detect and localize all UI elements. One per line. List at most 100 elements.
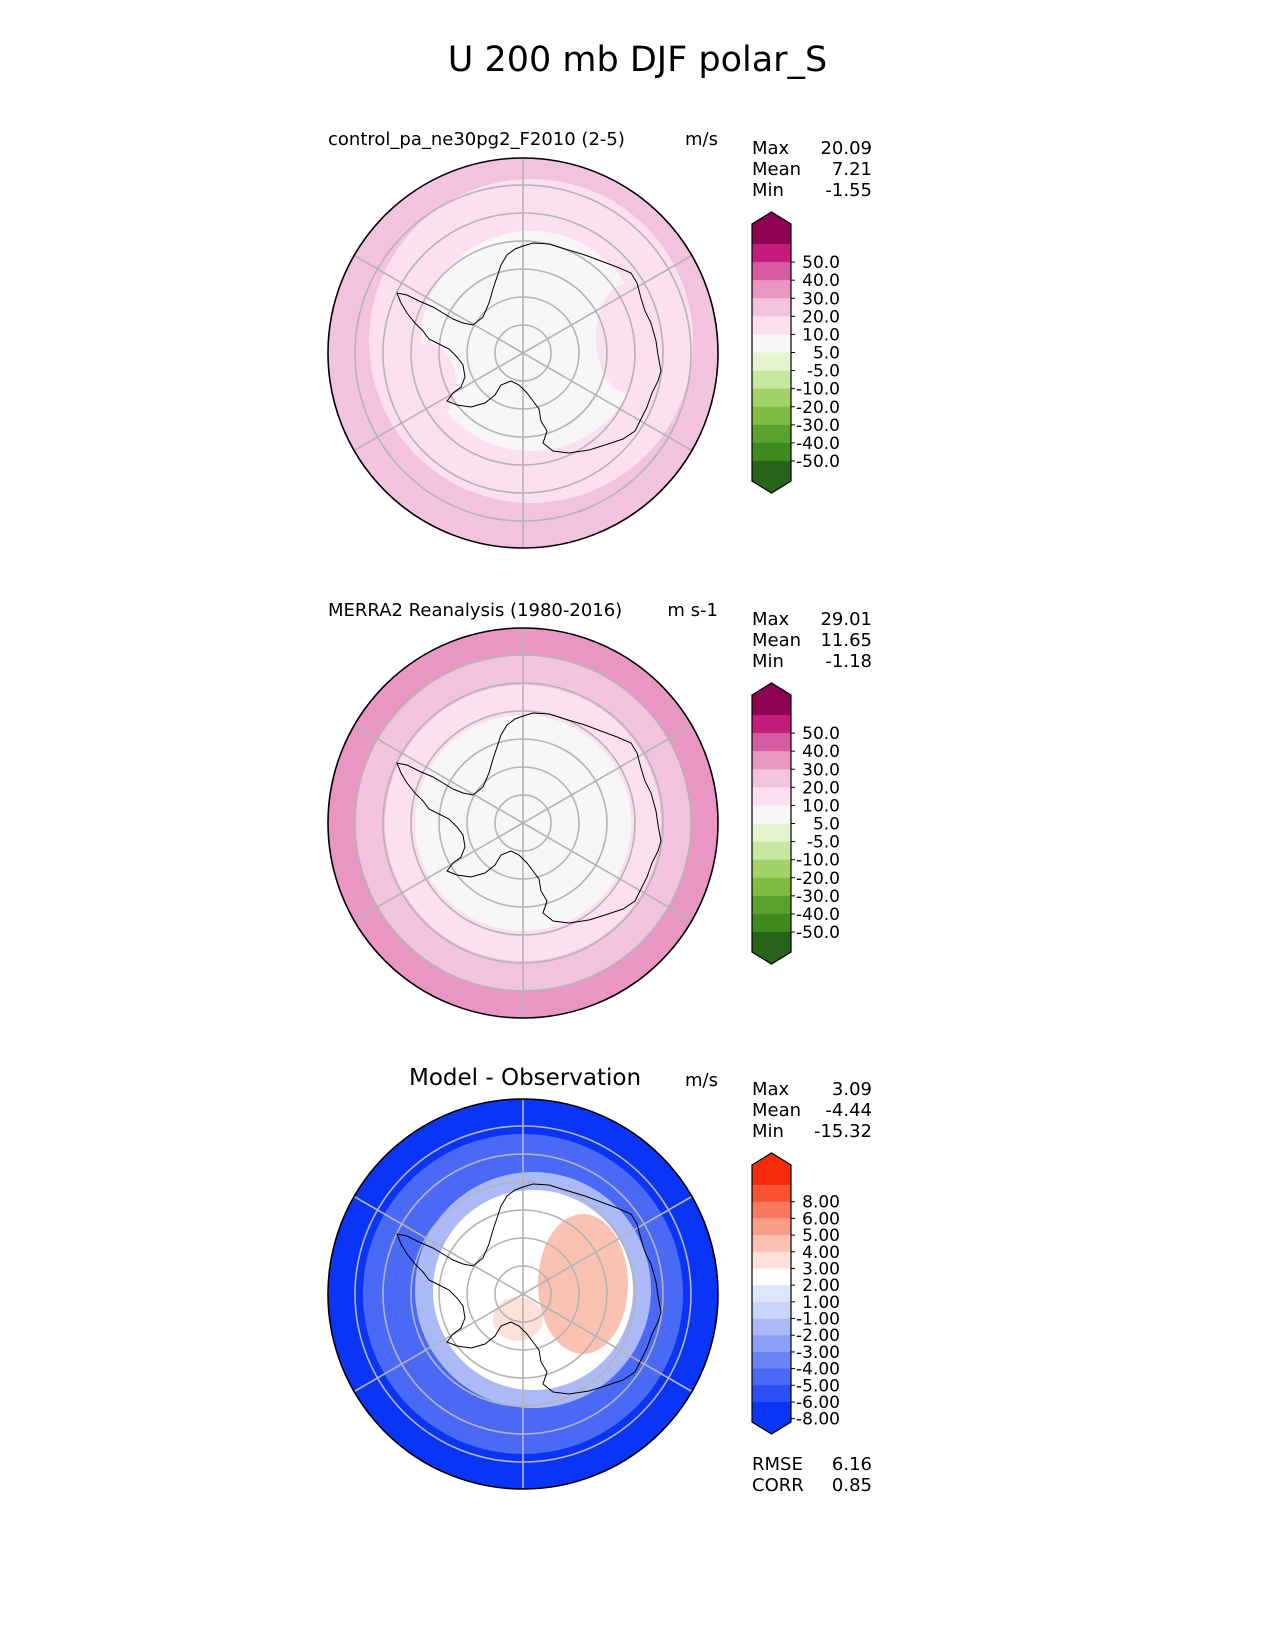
panel-2-colorbar-segment [752, 733, 791, 752]
panel-1-colorbar-tick-label: -50.0 [796, 452, 840, 472]
page-title: U 200 mb DJF polar_S [447, 40, 828, 80]
panel-1-colorbar-extend-min [752, 461, 791, 493]
panel-1-colorbar-tick-label: 20.0 [802, 307, 840, 327]
panel-1-units: m/s [685, 129, 718, 150]
panel-2-colorbar-tick-label: 30.0 [802, 760, 840, 780]
panel-3-corr-label: CORR [752, 1475, 804, 1496]
panel-3-colorbar-tick-label: -5.00 [796, 1376, 840, 1396]
panel-2-colorbar-segment [752, 895, 791, 915]
panel-2-stat-value-mean: 11.65 [820, 630, 872, 651]
panel-2-colorbar-segment [752, 715, 791, 734]
panel-2-units: m s-1 [667, 600, 718, 621]
panel-2-colorbar-segment [752, 913, 791, 933]
panel-2-colorbar-tick-label: -30.0 [796, 887, 840, 907]
panel-3-colorbar-segment [752, 1301, 791, 1320]
panel-3-colorbar-tick-label: 5.00 [802, 1226, 840, 1246]
panel-1-colorbar-tick-label: 50.0 [802, 253, 840, 273]
panel-3-colorbar-segment [752, 1201, 791, 1219]
panel-1-colorbar-segment [752, 388, 791, 408]
panel-2-meridian-5 [522, 822, 693, 922]
panel-3-colorbar-segment [752, 1285, 791, 1303]
panel-1-colorbar-segment [752, 244, 791, 263]
panel-2-colorbar-tick-label: 10.0 [802, 796, 840, 816]
panel-1-colorbar: 50.040.030.020.010.05.0-5.0-10.0-20.0-30… [751, 211, 840, 494]
panel-3-rmse-label: RMSE [752, 1454, 803, 1475]
panel-1-colorbar-tick-label: 10.0 [802, 325, 840, 345]
panel-3-colorbar-tick-label: -6.00 [796, 1393, 840, 1413]
panel-3-positive-patch [538, 1214, 628, 1354]
panel-1-colorbar-tick-label: -5.0 [807, 362, 840, 382]
panel-3-colorbar-extend-min [752, 1402, 791, 1434]
panel-3-colorbar-tick-label: 6.00 [802, 1209, 840, 1229]
panel-3-colorbar: 8.006.005.004.003.002.001.00-1.00-2.00-3… [751, 1152, 840, 1435]
panel-1-colorbar-segment [752, 316, 791, 336]
panel-3-colorbar-tick-label: -2.00 [796, 1326, 840, 1346]
panel-3-meridian-2 [353, 1195, 524, 1295]
panel-3-map-border [327, 1098, 719, 1490]
panel-3-rmse-value: 6.16 [831, 1454, 872, 1475]
panel-3-field [328, 1099, 718, 1489]
panel-3-colorbar-tick-label: -3.00 [796, 1343, 840, 1363]
panel-2-title: MERRA2 Reanalysis (1980-2016) [328, 600, 623, 621]
panel-2-meridian-2 [353, 724, 524, 824]
panel-3-colorbar-extend-max [752, 1153, 791, 1185]
panel-2-colorbar-extend-min [752, 932, 791, 964]
panel-3-colorbar-tick-label: 8.00 [802, 1193, 840, 1213]
panel-1-meridian-6 [522, 254, 693, 354]
panel-1-fill-3 [421, 231, 641, 451]
panel-3-colorbar-segment [752, 1218, 791, 1236]
panel-1-lobe-east [596, 283, 660, 393]
panel-1-colorbar-tick-label: -30.0 [796, 416, 840, 436]
panel-1-colorbar-segment [752, 262, 791, 281]
panel-2-colorbar-segment [752, 751, 791, 770]
panel-1-colorbar-outline [751, 211, 792, 494]
panel-2-colorbar-tick-label: -10.0 [796, 851, 840, 871]
panel-2-colorbar-tick-label: -50.0 [796, 923, 840, 943]
panel-2-colorbar-tick-label: -20.0 [796, 869, 840, 889]
panel-1-colorbar-segment [752, 370, 791, 390]
panel-1-colorbar-segment [752, 352, 791, 372]
panel-1-stat-value-max: 20.09 [820, 138, 872, 159]
panel-1-meridian-2 [353, 254, 524, 354]
panel-3-colorbar-segment [752, 1351, 791, 1370]
panel-3-stat-value-min: -15.32 [813, 1121, 872, 1142]
panel-1-stat-value-mean: 7.21 [831, 159, 872, 180]
panel-1-colorbar-tick-label: 30.0 [802, 289, 840, 309]
panel-3-colorbar-segment [752, 1318, 791, 1336]
panel-1-colorbar-tick-label: -40.0 [796, 434, 840, 454]
panel-3-colorbar-segment [752, 1335, 791, 1353]
panel-1-field [328, 158, 718, 548]
panel-1-stat-label-mean: Mean [752, 159, 802, 180]
panel-1-stat-value-min: -1.55 [825, 180, 872, 201]
panel-2-colorbar-tick-label: -40.0 [796, 905, 840, 925]
panel-1-colorbar-tick-label: -20.0 [796, 398, 840, 418]
panel-3-stat-label-min: Min [752, 1121, 784, 1142]
panel-3-meridian-5 [522, 1293, 693, 1393]
panel-1-stat-label-max: Max [752, 138, 790, 159]
panel-2-colorbar-outline [751, 682, 792, 965]
panel-2-meridian-3 [353, 822, 524, 922]
panel-3-colorbar-tick-label: -1.00 [796, 1310, 840, 1330]
panel-1-stat-label-min: Min [752, 180, 784, 201]
panel-3-meridian-3 [353, 1293, 524, 1393]
panel-2-colorbar-tick-label: 20.0 [802, 778, 840, 798]
panel-3-colorbar-tick-label: 3.00 [802, 1259, 840, 1279]
panel-3-colorbar-tick-label: -8.00 [796, 1410, 840, 1430]
panel-2-colorbar-tick-label: 50.0 [802, 724, 840, 744]
panel-3-colorbar-segment [752, 1368, 791, 1386]
panel-3-stat-value-mean: -4.44 [825, 1100, 872, 1121]
panel-2-colorbar-tick-label: -5.0 [807, 833, 840, 853]
panel-1-colorbar-segment [752, 298, 791, 317]
panel-1-lobe-west [400, 343, 456, 423]
panel-3-colorbar-tick-label: -4.00 [796, 1360, 840, 1380]
panel-3-colorbar-segment [752, 1235, 791, 1253]
panel-3-corr-value: 0.85 [831, 1475, 872, 1496]
panel-3-stat-label-mean: Mean [752, 1100, 802, 1121]
panel-1-colorbar-segment [752, 424, 791, 444]
panel-1-map-border [327, 157, 719, 549]
panel-2-colorbar-extend-max [752, 683, 791, 715]
panel-2-map-border [327, 627, 719, 1019]
panel-2-colorbar-tick-label: 40.0 [802, 742, 840, 762]
panel-3-colorbar-segment [752, 1385, 791, 1403]
